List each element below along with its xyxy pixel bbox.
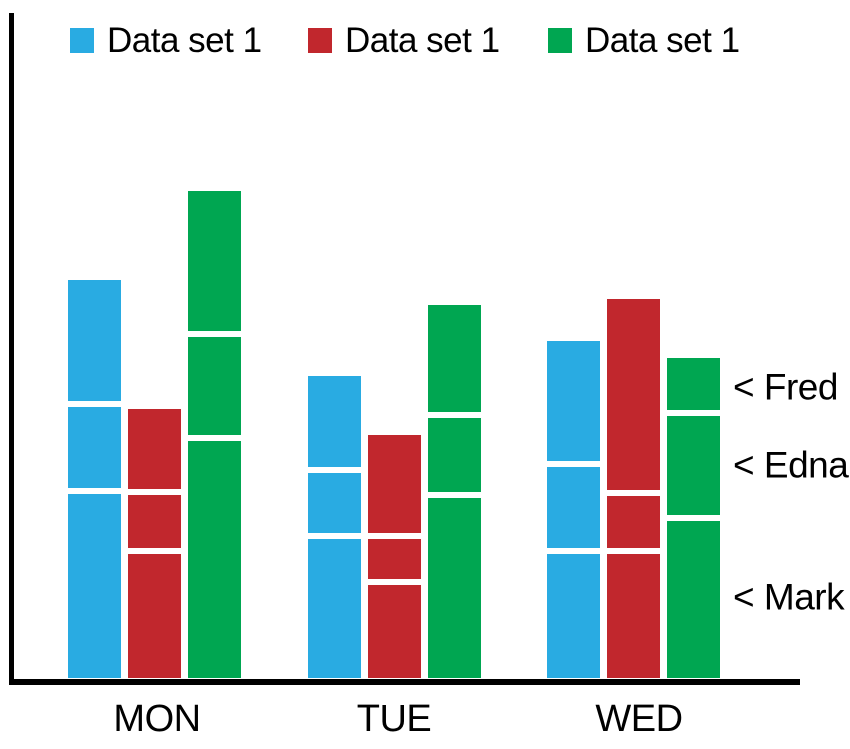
bar-segment-tue-series3-fred (428, 305, 481, 412)
legend-swatch-icon (70, 27, 94, 53)
bar-segment-wed-series3-fred (667, 358, 720, 410)
bar-segment-tue-series3-mark (428, 498, 481, 678)
legend-swatch-icon (308, 27, 332, 53)
x-axis-label-mon: MON (113, 698, 201, 740)
x-axis-label-tue: TUE (356, 698, 432, 740)
annotation-mark: < Mark (733, 576, 845, 618)
bar-segment-tue-series2-fred (368, 435, 421, 533)
bar-segment-wed-series1-edna (547, 467, 600, 548)
bar-segment-wed-series1-mark (547, 554, 600, 678)
legend-label: Data set 1 (345, 20, 500, 60)
bar-segment-mon-series1-mark (68, 494, 121, 678)
legend-swatch-icon (548, 27, 572, 53)
bar-segment-tue-series1-mark (308, 539, 361, 678)
x-axis-line (9, 679, 800, 685)
bar-segment-mon-series2-fred (128, 409, 181, 489)
bar-segment-wed-series2-fred (607, 299, 660, 490)
bar-segment-tue-series1-fred (308, 376, 361, 467)
bar-segment-tue-series2-edna (368, 539, 421, 579)
legend-item-3: Data set 1 (548, 22, 740, 58)
bar-segment-tue-series3-edna (428, 418, 481, 492)
bar-segment-wed-series2-mark (607, 554, 660, 678)
legend-label: Data set 1 (107, 20, 262, 60)
bar-segment-wed-series1-fred (547, 341, 600, 461)
bar-segment-tue-series2-mark (368, 585, 421, 678)
bar-segment-mon-series3-mark (188, 441, 241, 678)
bar-segment-mon-series3-fred (188, 191, 241, 331)
bar-segment-wed-series2-edna (607, 496, 660, 548)
legend-item-1: Data set 1 (70, 22, 262, 58)
legend-item-2: Data set 1 (308, 22, 500, 58)
y-axis-line (9, 13, 14, 685)
annotation-edna: < Edna (733, 444, 849, 486)
bar-segment-tue-series1-edna (308, 473, 361, 533)
bar-segment-mon-series1-fred (68, 280, 121, 401)
annotation-fred: < Fred (733, 366, 838, 408)
x-axis-label-wed: WED (595, 698, 683, 740)
bar-segment-mon-series2-mark (128, 554, 181, 678)
bar-segment-mon-series2-edna (128, 495, 181, 548)
bar-segment-mon-series1-edna (68, 407, 121, 488)
bar-segment-mon-series3-edna (188, 337, 241, 435)
legend-label: Data set 1 (585, 20, 740, 60)
bar-segment-wed-series3-mark (667, 521, 720, 678)
bar-segment-wed-series3-edna (667, 416, 720, 515)
